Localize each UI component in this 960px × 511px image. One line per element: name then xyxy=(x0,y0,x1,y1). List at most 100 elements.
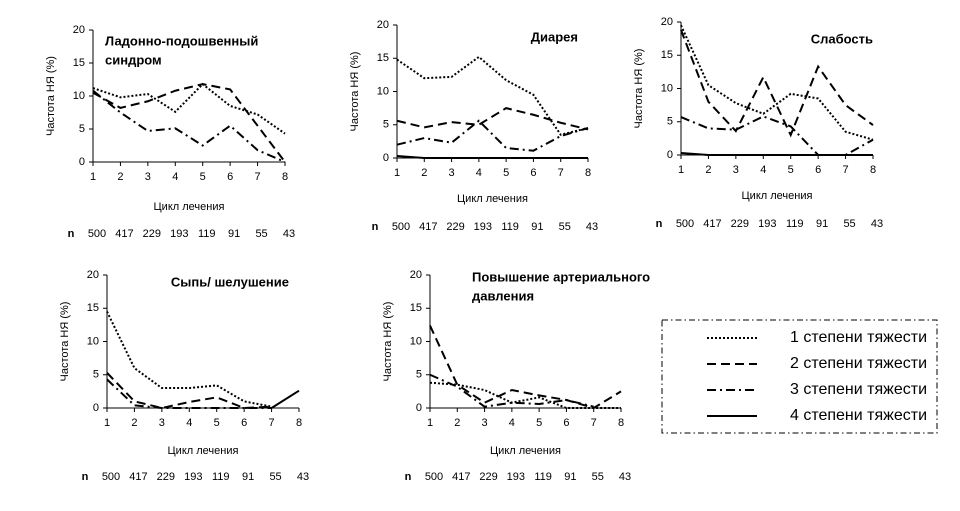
legend-box xyxy=(661,319,938,434)
n-value: 500 xyxy=(392,221,410,233)
chart-title: Слабость xyxy=(811,31,873,46)
y-tick-label: 20 xyxy=(410,269,422,281)
series-line xyxy=(106,311,272,408)
x-tick-label: 2 xyxy=(454,417,460,429)
n-value: 55 xyxy=(559,221,571,233)
x-tick-label: 1 xyxy=(90,171,96,183)
y-tick-label: 0 xyxy=(93,402,99,414)
n-label: n xyxy=(82,471,89,483)
x-axis-label: Цикл лечения xyxy=(457,193,528,205)
x-tick-label: 1 xyxy=(427,417,433,429)
x-tick-label: 3 xyxy=(159,417,165,429)
series-line xyxy=(680,29,874,138)
n-value: 229 xyxy=(731,218,749,230)
x-tick-label: 7 xyxy=(255,171,261,183)
x-tick-label: 7 xyxy=(843,164,849,176)
n-value: 500 xyxy=(676,218,694,230)
x-tick-label: 2 xyxy=(131,417,137,429)
x-tick-label: 8 xyxy=(585,167,591,179)
n-value: 119 xyxy=(786,218,804,230)
x-tick-label: 4 xyxy=(186,417,192,429)
n-value: 500 xyxy=(88,228,106,240)
series-line xyxy=(680,115,874,156)
legend-label: 3 степени тяжести xyxy=(790,381,927,398)
series-line xyxy=(429,325,622,410)
n-value: 55 xyxy=(592,471,604,483)
legend-label: 4 степени тяжести xyxy=(790,407,927,424)
n-value: 43 xyxy=(871,218,883,230)
n-value: 417 xyxy=(703,218,721,230)
n-value: 193 xyxy=(170,228,188,240)
series-line xyxy=(680,24,874,141)
chart-title: давления xyxy=(472,288,534,303)
n-value: 91 xyxy=(564,471,576,483)
n-value: 55 xyxy=(843,218,855,230)
n-value: 43 xyxy=(586,221,598,233)
x-tick-label: 1 xyxy=(104,417,110,429)
series-line xyxy=(92,89,286,163)
x-tick-label: 4 xyxy=(172,171,178,183)
x-axis-label: Цикл лечения xyxy=(742,190,813,202)
n-value: 229 xyxy=(143,228,161,240)
x-tick-label: 6 xyxy=(241,417,247,429)
n-value: 193 xyxy=(184,471,202,483)
x-tick-label: 4 xyxy=(476,167,482,179)
x-tick-label: 5 xyxy=(200,171,206,183)
series-line xyxy=(396,155,588,159)
y-axis-label: Частота НЯ (%) xyxy=(349,52,361,132)
n-value: 417 xyxy=(129,471,147,483)
n-value: 91 xyxy=(531,221,543,233)
n-value: 119 xyxy=(501,221,519,233)
y-tick-label: 0 xyxy=(416,402,422,414)
x-tick-label: 6 xyxy=(530,167,536,179)
x-tick-label: 8 xyxy=(870,164,876,176)
n-label: n xyxy=(656,218,663,230)
n-value: 500 xyxy=(102,471,120,483)
x-tick-label: 7 xyxy=(591,417,597,429)
x-tick-label: 8 xyxy=(282,171,288,183)
n-value: 229 xyxy=(157,471,175,483)
y-tick-label: 10 xyxy=(87,335,99,347)
chart-title: Сыпь/ шелушение xyxy=(171,274,289,289)
series-line xyxy=(396,119,589,152)
n-value: 417 xyxy=(452,471,470,483)
x-tick-label: 7 xyxy=(269,417,275,429)
series-line xyxy=(92,83,286,163)
n-value: 119 xyxy=(212,471,230,483)
y-tick-label: 20 xyxy=(661,16,673,28)
legend-label: 1 степени тяжести xyxy=(790,329,927,346)
series-line xyxy=(271,389,300,409)
x-tick-label: 2 xyxy=(117,171,123,183)
x-tick-label: 1 xyxy=(394,167,400,179)
y-tick-label: 10 xyxy=(377,85,389,97)
chart-title: синдром xyxy=(105,52,162,67)
x-tick-label: 4 xyxy=(760,164,766,176)
y-tick-label: 15 xyxy=(410,302,422,314)
x-tick-label: 2 xyxy=(705,164,711,176)
x-tick-label: 6 xyxy=(227,171,233,183)
x-axis-label: Цикл лечения xyxy=(490,445,561,457)
n-value: 43 xyxy=(297,471,309,483)
x-tick-label: 3 xyxy=(145,171,151,183)
n-label: n xyxy=(372,221,379,233)
n-value: 193 xyxy=(507,471,525,483)
x-tick-label: 5 xyxy=(788,164,794,176)
series-line xyxy=(429,381,621,409)
series-line xyxy=(680,152,873,156)
legend-label: 2 степени тяжести xyxy=(790,355,927,372)
y-tick-label: 0 xyxy=(667,149,673,161)
n-value: 43 xyxy=(619,471,631,483)
series-line xyxy=(106,378,272,409)
x-tick-label: 3 xyxy=(482,417,488,429)
x-axis-label: Цикл лечения xyxy=(154,201,225,213)
chart-title: Повышение артериального xyxy=(472,269,650,284)
y-tick-label: 15 xyxy=(377,52,389,64)
y-tick-label: 20 xyxy=(73,24,85,36)
y-tick-label: 5 xyxy=(93,369,99,381)
n-value: 417 xyxy=(419,221,437,233)
series-line xyxy=(92,82,286,135)
chart-title: Диарея xyxy=(531,29,578,44)
series-line xyxy=(429,373,594,408)
x-tick-label: 5 xyxy=(536,417,542,429)
x-tick-label: 6 xyxy=(563,417,569,429)
